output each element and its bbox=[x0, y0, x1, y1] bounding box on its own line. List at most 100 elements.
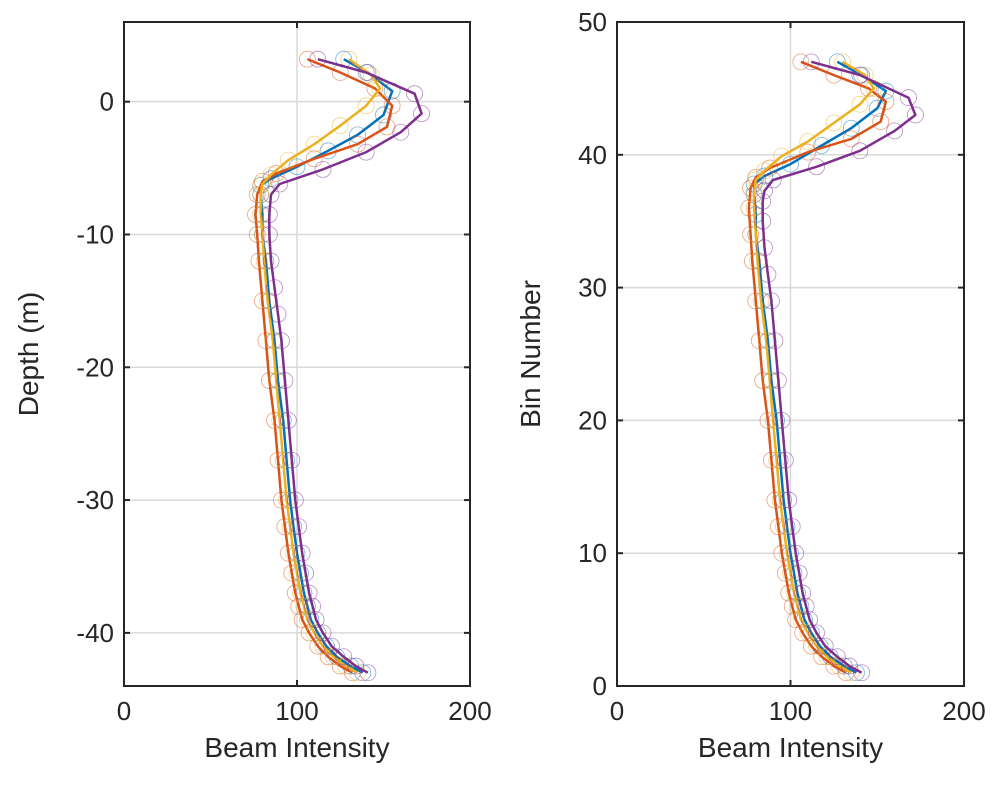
data-point bbox=[305, 135, 323, 153]
data-point bbox=[283, 564, 301, 582]
y-tick-label: 30 bbox=[578, 273, 607, 303]
data-point bbox=[392, 123, 410, 141]
data-point bbox=[286, 584, 304, 602]
data-point bbox=[792, 53, 810, 71]
series-1 bbox=[247, 50, 401, 682]
series-3 bbox=[260, 50, 430, 682]
data-point bbox=[783, 597, 801, 615]
y-tick-label: 0 bbox=[593, 671, 607, 701]
x-axis-label: Beam Intensity bbox=[698, 732, 883, 763]
data-point bbox=[799, 143, 817, 161]
data-point bbox=[756, 162, 773, 180]
x-tick-label: 100 bbox=[275, 696, 318, 726]
data-point bbox=[293, 611, 311, 628]
x-tick-label: 200 bbox=[942, 696, 985, 726]
data-point bbox=[362, 66, 380, 84]
data-point bbox=[357, 64, 375, 81]
y-tick-label: -20 bbox=[76, 352, 114, 382]
series-line-0 bbox=[752, 60, 888, 674]
data-point bbox=[371, 80, 389, 97]
x-tick-label: 0 bbox=[610, 696, 624, 726]
data-point bbox=[267, 164, 285, 182]
data-point bbox=[756, 182, 773, 200]
data-point bbox=[335, 648, 353, 666]
data-point bbox=[304, 597, 321, 615]
data-point bbox=[842, 130, 860, 148]
data-point bbox=[357, 97, 375, 115]
data-point bbox=[761, 159, 779, 177]
data-point bbox=[307, 611, 325, 628]
x-tick-label: 200 bbox=[448, 696, 491, 726]
y-tick-label: 40 bbox=[578, 140, 607, 170]
data-point bbox=[872, 113, 890, 130]
series-3-markers bbox=[260, 50, 430, 682]
y-axis-label: Depth (m) bbox=[13, 292, 44, 416]
data-point bbox=[314, 161, 332, 178]
data-point bbox=[773, 147, 791, 165]
series-3 bbox=[754, 53, 924, 682]
data-point bbox=[354, 664, 372, 682]
data-point bbox=[799, 133, 817, 150]
data-point bbox=[851, 66, 869, 84]
series-line-3 bbox=[268, 57, 423, 674]
data-point bbox=[323, 637, 341, 655]
data-point bbox=[787, 611, 805, 628]
x-axis-label: Beam Intensity bbox=[204, 732, 389, 763]
data-point bbox=[853, 664, 871, 682]
y-tick-label: 10 bbox=[578, 538, 607, 568]
data-point bbox=[413, 105, 430, 123]
data-point bbox=[253, 175, 271, 193]
data-point bbox=[279, 151, 297, 169]
data-point bbox=[359, 664, 377, 682]
data-point bbox=[780, 584, 798, 602]
series-line-0 bbox=[259, 58, 394, 674]
data-point bbox=[331, 117, 349, 134]
data-point bbox=[851, 142, 869, 160]
data-point bbox=[886, 122, 903, 140]
data-point bbox=[357, 143, 375, 161]
data-point bbox=[842, 119, 860, 137]
data-point bbox=[383, 97, 401, 115]
data-point bbox=[797, 597, 815, 615]
data-point bbox=[297, 564, 315, 582]
data-point bbox=[271, 175, 289, 193]
data-point bbox=[790, 564, 808, 582]
data-point bbox=[375, 106, 392, 124]
data-point bbox=[828, 648, 846, 666]
data-point bbox=[288, 158, 306, 176]
data-point bbox=[290, 597, 308, 615]
data-point bbox=[298, 50, 316, 68]
y-tick-label: 20 bbox=[578, 405, 607, 435]
depth-chart: 0 100 200 0 -10 -20 -30 -40 Beam Intensity Depth … bbox=[13, 21, 492, 763]
data-point bbox=[262, 166, 280, 184]
data-point bbox=[309, 50, 327, 68]
data-point bbox=[851, 95, 869, 113]
y-tick-label: -10 bbox=[76, 219, 114, 249]
y-tick-label: 0 bbox=[100, 87, 114, 117]
data-point bbox=[764, 171, 782, 189]
data-point bbox=[877, 93, 895, 111]
y-tick-label: 50 bbox=[578, 7, 607, 37]
data-point bbox=[801, 611, 818, 628]
y-tick-label: -40 bbox=[76, 618, 114, 648]
y-axis-label: Bin Number bbox=[515, 280, 546, 428]
series-line-3 bbox=[761, 60, 917, 674]
data-point bbox=[406, 85, 424, 103]
data-point bbox=[314, 624, 332, 642]
data-point bbox=[808, 158, 825, 176]
data-point bbox=[816, 637, 834, 655]
data-point bbox=[848, 664, 865, 682]
data-point bbox=[794, 584, 812, 602]
series-line-1 bbox=[254, 58, 394, 674]
data-point bbox=[802, 53, 820, 71]
data-point bbox=[300, 584, 318, 602]
data-point bbox=[305, 150, 323, 168]
data-point bbox=[776, 564, 794, 582]
y-tick-label: -30 bbox=[76, 485, 114, 515]
x-tick-label: 100 bbox=[769, 696, 812, 726]
series-line-1 bbox=[747, 60, 888, 674]
data-point bbox=[907, 106, 924, 124]
data-point bbox=[319, 648, 337, 666]
data-point bbox=[808, 624, 825, 642]
